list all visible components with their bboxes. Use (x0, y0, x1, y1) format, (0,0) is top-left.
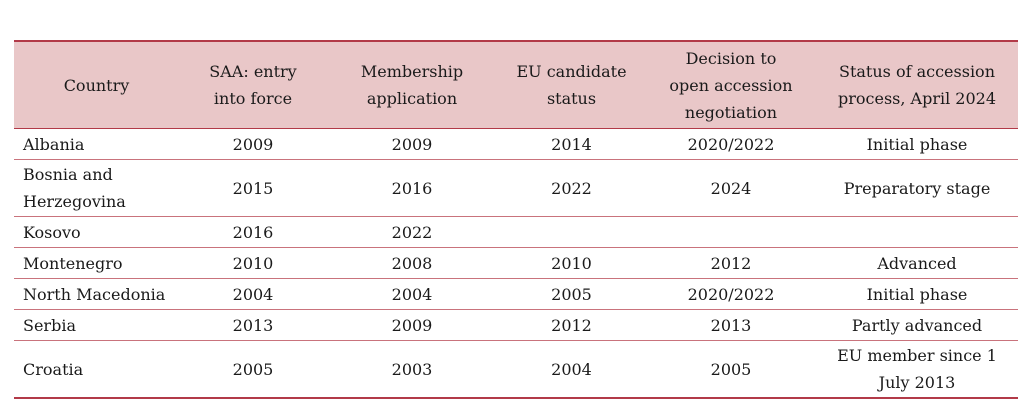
cell-membership-application: 2009 (327, 309, 497, 341)
table-body: Albania 2009 2009 2014 2020/2022 Initial… (14, 128, 1018, 399)
cell-membership-application: 2009 (327, 128, 497, 160)
cell-saa-entry: 2013 (179, 309, 327, 341)
accession-table-container: Country SAA: entry into force Membership… (14, 40, 1018, 399)
cell-country: Albania (14, 128, 179, 160)
header-country-label: Country (63, 75, 130, 95)
header-membership-application-label: Membership application (360, 62, 464, 108)
cell-country: Montenegro (14, 247, 179, 279)
cell-accession-status: Initial phase (816, 128, 1018, 160)
cell-saa-entry: 2015 (179, 159, 327, 217)
cell-negotiation-decision: 2005 (646, 340, 816, 399)
header-row: Country SAA: entry into force Membership… (14, 40, 1018, 129)
cell-country: Bosnia and Herzegovina (14, 159, 179, 217)
cell-candidate-status: 2010 (497, 247, 646, 279)
cell-negotiation-decision: 2013 (646, 309, 816, 341)
cell-saa-entry: 2005 (179, 340, 327, 399)
cell-accession-status: Partly advanced (816, 309, 1018, 341)
cell-membership-application: 2004 (327, 278, 497, 310)
cell-candidate-status: 2005 (497, 278, 646, 310)
cell-country: North Macedonia (14, 278, 179, 310)
cell-country: Serbia (14, 309, 179, 341)
cell-negotiation-decision (646, 216, 816, 248)
cell-saa-entry: 2004 (179, 278, 327, 310)
cell-membership-application: 2008 (327, 247, 497, 279)
header-accession-status-label: Status of accession process, April 2024 (837, 62, 997, 108)
table-header: Country SAA: entry into force Membership… (14, 40, 1018, 129)
cell-accession-status: EU member since 1 July 2013 (816, 340, 1018, 399)
cell-negotiation-decision: 2012 (646, 247, 816, 279)
cell-saa-entry: 2016 (179, 216, 327, 248)
table-row: Albania 2009 2009 2014 2020/2022 Initial… (14, 128, 1018, 160)
cell-candidate-status: 2004 (497, 340, 646, 399)
table-row: Kosovo 2016 2022 (14, 216, 1018, 248)
cell-candidate-status: 2012 (497, 309, 646, 341)
cell-candidate-status (497, 216, 646, 248)
header-accession-status: Status of accession process, April 2024 (816, 40, 1018, 129)
table-row: Serbia 2013 2009 2012 2013 Partly advanc… (14, 309, 1018, 341)
accession-table: Country SAA: entry into force Membership… (14, 40, 1018, 399)
header-negotiation-decision: Decision to open accession negotiation (646, 40, 816, 129)
cell-accession-status: Advanced (816, 247, 1018, 279)
cell-negotiation-decision: 2024 (646, 159, 816, 217)
cell-candidate-status: 2022 (497, 159, 646, 217)
header-saa-entry-label: SAA: entry into force (209, 62, 297, 108)
header-negotiation-decision-label: Decision to open accession negotiation (669, 48, 793, 122)
cell-country: Kosovo (14, 216, 179, 248)
cell-accession-status: Preparatory stage (816, 159, 1018, 217)
header-candidate-status: EU candidate status (497, 40, 646, 129)
cell-negotiation-decision: 2020/2022 (646, 128, 816, 160)
cell-membership-application: 2016 (327, 159, 497, 217)
cell-accession-status: Initial phase (816, 278, 1018, 310)
cell-saa-entry: 2009 (179, 128, 327, 160)
header-saa-entry: SAA: entry into force (179, 40, 327, 129)
cell-membership-application: 2003 (327, 340, 497, 399)
cell-membership-application: 2022 (327, 216, 497, 248)
header-membership-application: Membership application (327, 40, 497, 129)
cell-candidate-status: 2014 (497, 128, 646, 160)
header-candidate-status-label: EU candidate status (516, 62, 627, 108)
cell-accession-status (816, 216, 1018, 248)
table-row: North Macedonia 2004 2004 2005 2020/2022… (14, 278, 1018, 310)
table-row: Bosnia and Herzegovina 2015 2016 2022 20… (14, 159, 1018, 217)
table-row: Montenegro 2010 2008 2010 2012 Advanced (14, 247, 1018, 279)
cell-saa-entry: 2010 (179, 247, 327, 279)
cell-negotiation-decision: 2020/2022 (646, 278, 816, 310)
table-row: Croatia 2005 2003 2004 2005 EU member si… (14, 340, 1018, 399)
cell-country: Croatia (14, 340, 179, 399)
header-country: Country (14, 40, 179, 129)
